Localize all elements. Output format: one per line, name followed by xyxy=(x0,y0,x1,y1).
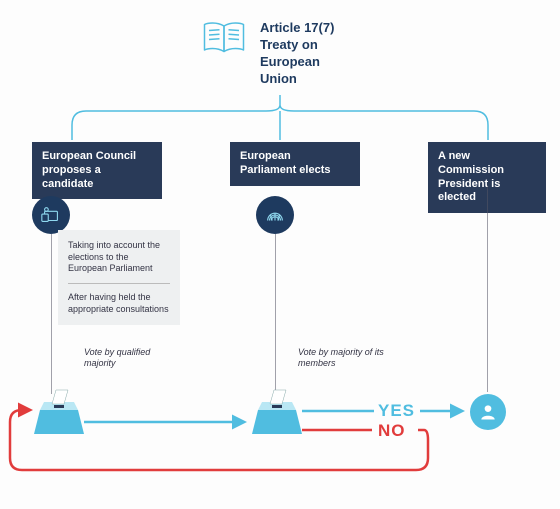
col-header-parliament: European Parliament elects xyxy=(230,142,360,186)
col-title-line: European Council xyxy=(42,150,152,164)
vote-caption-col2: Vote by majority of its members xyxy=(298,347,398,370)
open-book-icon xyxy=(200,20,248,58)
diagram-canvas: Article 17(7) Treaty on European Union E… xyxy=(0,0,560,509)
header-title: Article 17(7) Treaty on European Union xyxy=(260,20,370,88)
title-line: Union xyxy=(260,71,370,88)
header: Article 17(7) Treaty on European Union xyxy=(200,20,370,88)
title-line: European xyxy=(260,54,370,71)
eu-council-icon xyxy=(32,196,70,234)
vote-caption-col1: Vote by qualified majority xyxy=(84,347,184,370)
vline-col3 xyxy=(487,186,488,392)
infobox-p2: After having held the appropriate consul… xyxy=(68,292,170,315)
col-title-line: Parliament elects xyxy=(240,164,350,178)
arrow-no-loop xyxy=(8,392,428,492)
bracket-connector xyxy=(32,95,528,140)
vline-col1 xyxy=(51,234,52,394)
col-title-line: European xyxy=(240,150,350,164)
title-line: Article 17(7) xyxy=(260,20,370,37)
col-title-line: proposes a candidate xyxy=(42,164,152,192)
infobox-p1: Taking into account the elections to the… xyxy=(68,240,170,275)
infobox-divider xyxy=(68,283,170,284)
infobox: Taking into account the elections to the… xyxy=(58,230,180,325)
col-header-council: European Council proposes a candidate xyxy=(32,142,162,199)
eu-parliament-icon xyxy=(256,196,294,234)
outcome-no: NO xyxy=(378,421,406,441)
person-icon xyxy=(470,394,506,430)
vline-col2 xyxy=(275,234,276,394)
col-title-line: A new Commission xyxy=(438,150,536,178)
title-line: Treaty on xyxy=(260,37,370,54)
